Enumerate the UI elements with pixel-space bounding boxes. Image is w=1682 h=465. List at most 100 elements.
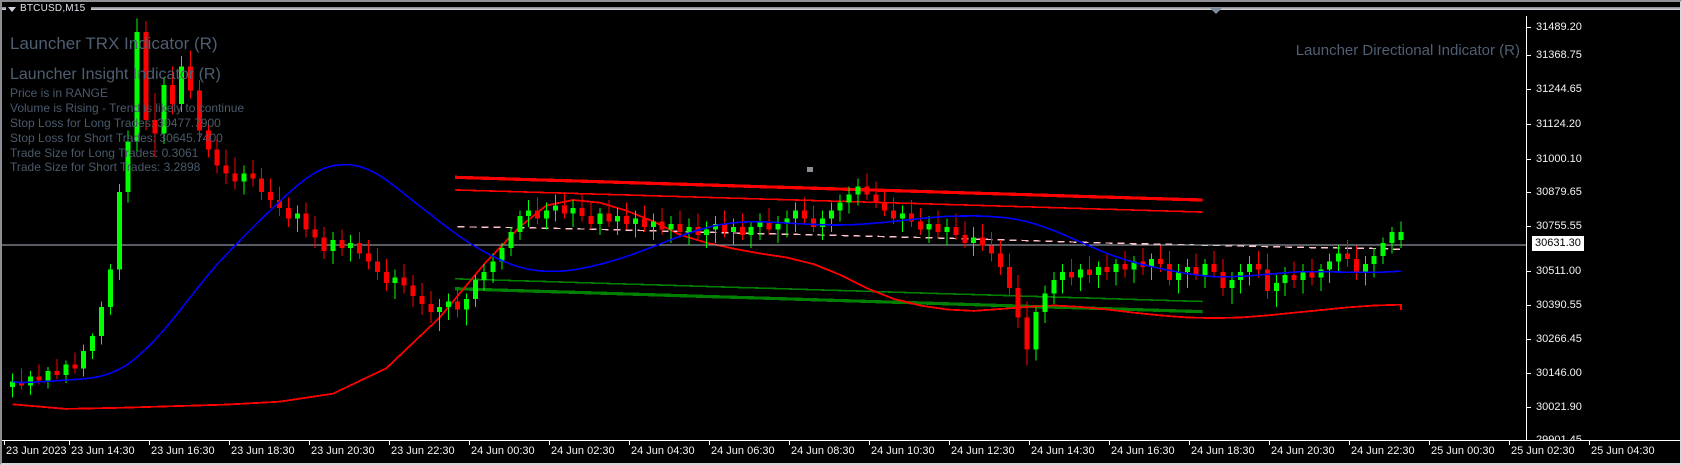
candlestick: [917, 208, 923, 235]
candlestick: [552, 194, 558, 222]
price-tick-text: 30146.00: [1536, 366, 1582, 379]
candlestick: [330, 232, 336, 265]
time-tick-text: 24 Jun 06:30: [711, 445, 775, 457]
chart-symbol-label[interactable]: BTCUSD,M15: [6, 2, 92, 16]
candlestick: [10, 373, 15, 398]
price-tick-dash: [1527, 372, 1531, 374]
time-tick-dash: [949, 441, 950, 445]
candlestick: [855, 178, 861, 206]
candlestick: [606, 200, 612, 227]
candlestick: [214, 138, 220, 174]
candlestick: [1318, 264, 1324, 291]
time-tick-text: 23 Jun 22:30: [391, 445, 455, 457]
time-tick-dash: [1029, 441, 1030, 445]
candlestick: [348, 234, 354, 262]
candlestick: [45, 366, 51, 389]
candlestick: [1122, 250, 1128, 278]
candlestick: [570, 200, 576, 227]
price-tick-text: 31368.75: [1536, 48, 1582, 61]
price-tick-text: 31124.20: [1536, 117, 1582, 130]
candlestick: [650, 213, 656, 241]
candlestick: [579, 194, 585, 222]
chart-plot-area[interactable]: Launcher TRX Indicator (R) Launcher Dire…: [2, 16, 1526, 440]
candlestick: [1104, 253, 1110, 281]
candlestick: [143, 21, 149, 131]
price-axis[interactable]: 31489.20 31368.75 31244.65 31124.20 31000.10…: [1526, 16, 1680, 445]
candlestick: [997, 240, 1003, 275]
chart-symbol-text: BTCUSD,M15: [20, 3, 86, 14]
candlestick: [205, 119, 211, 158]
price-axis-tick: 30146.00: [1527, 367, 1582, 379]
candlestick: [704, 221, 710, 249]
candlestick: [196, 79, 202, 142]
price-tick-text: 31489.20: [1536, 20, 1582, 33]
price-axis-tick: 31000.10: [1527, 153, 1582, 165]
candlestick: [1345, 240, 1350, 267]
candlestick: [1336, 245, 1342, 273]
candlestick: [544, 202, 549, 230]
time-axis[interactable]: 23 Jun 2023 23 Jun 14:30 23 Jun 16:30 23 Ju…: [2, 440, 1680, 463]
time-tick-dash: [629, 441, 630, 445]
candlestick: [864, 173, 870, 201]
current-price-label: 30631.30: [1532, 236, 1584, 251]
candlestick: [1078, 264, 1083, 291]
candlestick: [837, 194, 843, 222]
candlestick: [232, 157, 238, 190]
time-tick-text: 24 Jun 12:30: [951, 445, 1015, 457]
candlestick: [1389, 226, 1395, 254]
candlestick: [1024, 301, 1030, 366]
time-tick-dash: [1349, 441, 1350, 445]
time-tick-dash: [1189, 441, 1190, 445]
candlestick: [161, 77, 167, 144]
price-axis-tick: 31244.65: [1527, 83, 1582, 95]
candlestick: [1175, 264, 1181, 294]
time-tick-dash: [789, 441, 790, 445]
candlestick: [99, 301, 104, 345]
price-tick-dash: [1527, 88, 1531, 90]
price-tick-text: 31000.10: [1536, 152, 1582, 165]
price-tick-text: 29901.45: [1536, 434, 1582, 446]
candlestick: [72, 352, 78, 374]
candlestick: [490, 253, 496, 283]
candlestick: [463, 293, 469, 326]
candlestick: [116, 184, 122, 281]
candlestick: [784, 210, 790, 238]
time-tick-dash: [1429, 441, 1430, 445]
candlestick: [1380, 237, 1386, 265]
candlestick: [1167, 250, 1172, 286]
candlestick: [303, 202, 309, 238]
candlestick: [757, 213, 763, 241]
price-tick-text: 30021.90: [1536, 400, 1582, 413]
candlestick: [748, 221, 754, 249]
candlestick: [1060, 264, 1066, 294]
time-tick-text: 23 Jun 16:30: [151, 445, 215, 457]
channel-lines-group: [454, 175, 1203, 314]
candlestick: [508, 226, 514, 257]
price-tick-dash: [1527, 123, 1531, 125]
candlestick: [472, 274, 478, 307]
price-tick-dash: [1527, 270, 1531, 272]
candlestick: [1202, 258, 1208, 289]
chart-object-marker[interactable]: [807, 167, 813, 172]
candlestick: [535, 197, 541, 225]
candlestick: [641, 205, 647, 233]
time-tick-text: 23 Jun 18:30: [231, 445, 295, 457]
candlestick: [971, 226, 977, 257]
price-axis-tick: 31489.20: [1527, 21, 1582, 33]
candlestick: [36, 364, 42, 385]
candlestick: [259, 168, 265, 201]
chevron-down-icon[interactable]: [8, 6, 16, 12]
candlestick: [1033, 306, 1039, 361]
candlestick: [624, 202, 630, 230]
candlestick: [793, 202, 799, 233]
candlestick: [1398, 221, 1404, 249]
price-tick-dash: [1527, 191, 1531, 193]
price-axis-tick: 31368.75: [1527, 49, 1582, 61]
time-tick-dash: [1509, 441, 1510, 445]
candlestick: [526, 200, 532, 227]
candlestick: [1193, 253, 1199, 281]
candlestick: [668, 216, 674, 243]
price-axis-tick: 30755.55: [1527, 220, 1582, 232]
candlestick: [1300, 264, 1306, 294]
